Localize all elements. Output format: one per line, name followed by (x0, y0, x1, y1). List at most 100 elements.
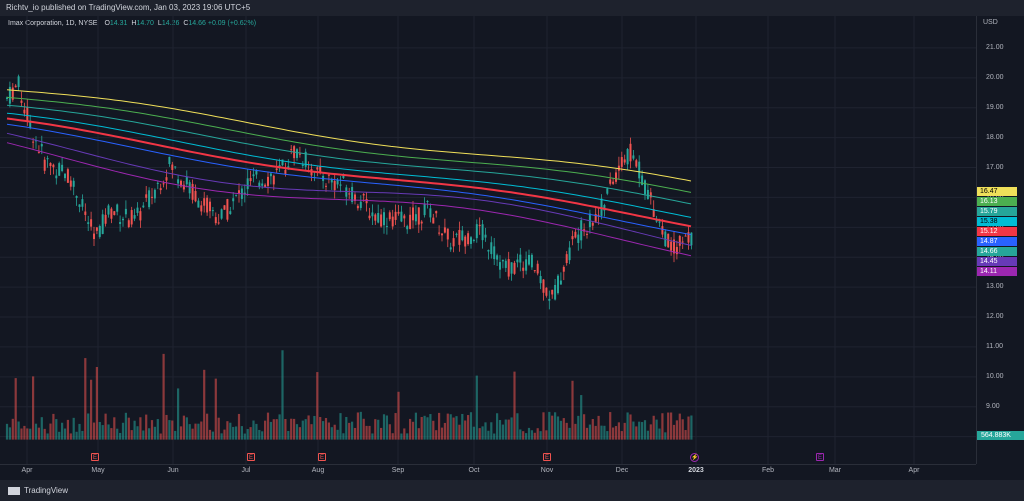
volume-bar (452, 417, 455, 440)
candle-body (644, 180, 646, 195)
volume-bar (14, 378, 17, 440)
symbol-title[interactable]: Imax Corporation, 1D, NYSE (8, 20, 98, 27)
candle-body (272, 175, 275, 185)
candle-body (78, 204, 81, 207)
volume-bar (464, 420, 467, 440)
volume-bar (429, 414, 432, 440)
volume-bar (168, 420, 171, 440)
candle-body (687, 232, 690, 243)
moving-average-line (6, 112, 692, 218)
candle-body (652, 209, 655, 217)
earnings-icon[interactable]: E (247, 453, 255, 461)
earnings-icon[interactable]: E (816, 453, 824, 461)
candle-body (443, 227, 446, 233)
volume-bar (255, 423, 258, 440)
volume-bar (284, 419, 287, 440)
volume-bar (591, 419, 594, 440)
candle-body (217, 222, 220, 224)
candle-body (435, 211, 438, 214)
volume-bar (525, 433, 528, 440)
volume-bar (63, 428, 67, 440)
volume-bar (342, 433, 345, 440)
candle-body (673, 239, 675, 254)
volume-bar (374, 419, 377, 440)
low-value: 14.26 (161, 20, 180, 27)
volume-bar (258, 429, 261, 440)
candle-body (507, 259, 510, 277)
candle-body (185, 176, 188, 185)
candle-body (452, 238, 455, 247)
moving-average-line (6, 104, 692, 205)
volume-bar (49, 423, 52, 440)
candle-body (345, 187, 348, 197)
candle-body (46, 158, 49, 160)
dividend-event-icon[interactable]: ⚡ (690, 453, 699, 462)
candle-body (409, 214, 412, 229)
candle-body (319, 166, 322, 173)
candle-body (168, 156, 171, 165)
volume-bar (365, 425, 368, 440)
time-tick-label: Mar (828, 467, 842, 474)
volume-bar (626, 412, 629, 440)
candle-body (6, 97, 8, 99)
volume-bar (467, 415, 470, 440)
volume-bar (574, 423, 577, 440)
candle-body (496, 255, 499, 260)
candle-body (684, 235, 687, 237)
candle-body (417, 207, 420, 225)
price-axis[interactable]: USD 21.0020.0019.0018.0017.0016.0015.001… (976, 16, 1024, 464)
price-tick-label: 21.00 (986, 43, 1004, 51)
time-axis[interactable]: Apr May Jun Jul Aug Sep Oct Nov Dec 2023 Feb Mar Apr (0, 464, 976, 477)
volume-bar (61, 422, 64, 440)
volume-bar (632, 421, 635, 440)
volume-bar (72, 417, 75, 440)
candle-body (180, 180, 182, 187)
price-label: 14.45 (977, 257, 1017, 266)
candle-body (394, 211, 397, 220)
volume-bar (95, 366, 98, 440)
volume-bar (617, 422, 620, 440)
candle-body (510, 262, 513, 274)
tradingview-brand[interactable]: TradingView (8, 486, 68, 495)
candle-body (397, 211, 400, 214)
volume-bar (667, 412, 670, 440)
earnings-icon[interactable]: E (543, 453, 551, 461)
volume-bar (455, 416, 458, 440)
candle-body (43, 159, 46, 171)
candle-body (530, 254, 533, 268)
volume-bar (55, 419, 58, 440)
candle-body (336, 180, 339, 185)
volume-bar (658, 428, 661, 440)
volume-bar (559, 420, 562, 440)
chart-legend[interactable]: Imax Corporation, 1D, NYSE O14.31 H14.70… (8, 20, 256, 27)
candle-body (374, 214, 377, 221)
candle-body (420, 221, 423, 224)
earnings-icon[interactable]: E (318, 453, 326, 461)
candle-body (441, 233, 443, 236)
earnings-icon[interactable]: E (91, 453, 99, 461)
volume-bar (519, 429, 522, 440)
volume-bar (472, 426, 475, 440)
volume-bar (313, 415, 316, 440)
candle-body (330, 179, 333, 183)
candle-body (348, 193, 351, 195)
candle-body (675, 246, 678, 255)
volume-bar (641, 422, 644, 440)
candle-body (90, 219, 93, 227)
volume-bar (246, 429, 249, 440)
volume-bar (385, 415, 388, 440)
candle-body (264, 184, 267, 187)
candle-body (23, 109, 26, 114)
candle-body (298, 153, 301, 155)
volume-bar (351, 421, 354, 440)
candle-body (238, 190, 240, 194)
candle-body (481, 224, 484, 241)
time-tick-label: Sep (391, 467, 405, 474)
candle-body (383, 212, 385, 226)
candle-body (159, 188, 162, 191)
candle-body (325, 185, 327, 187)
price-chart[interactable] (0, 16, 976, 464)
volume-bar (214, 378, 217, 440)
candle-body (229, 211, 232, 215)
volume-bar (301, 420, 304, 440)
